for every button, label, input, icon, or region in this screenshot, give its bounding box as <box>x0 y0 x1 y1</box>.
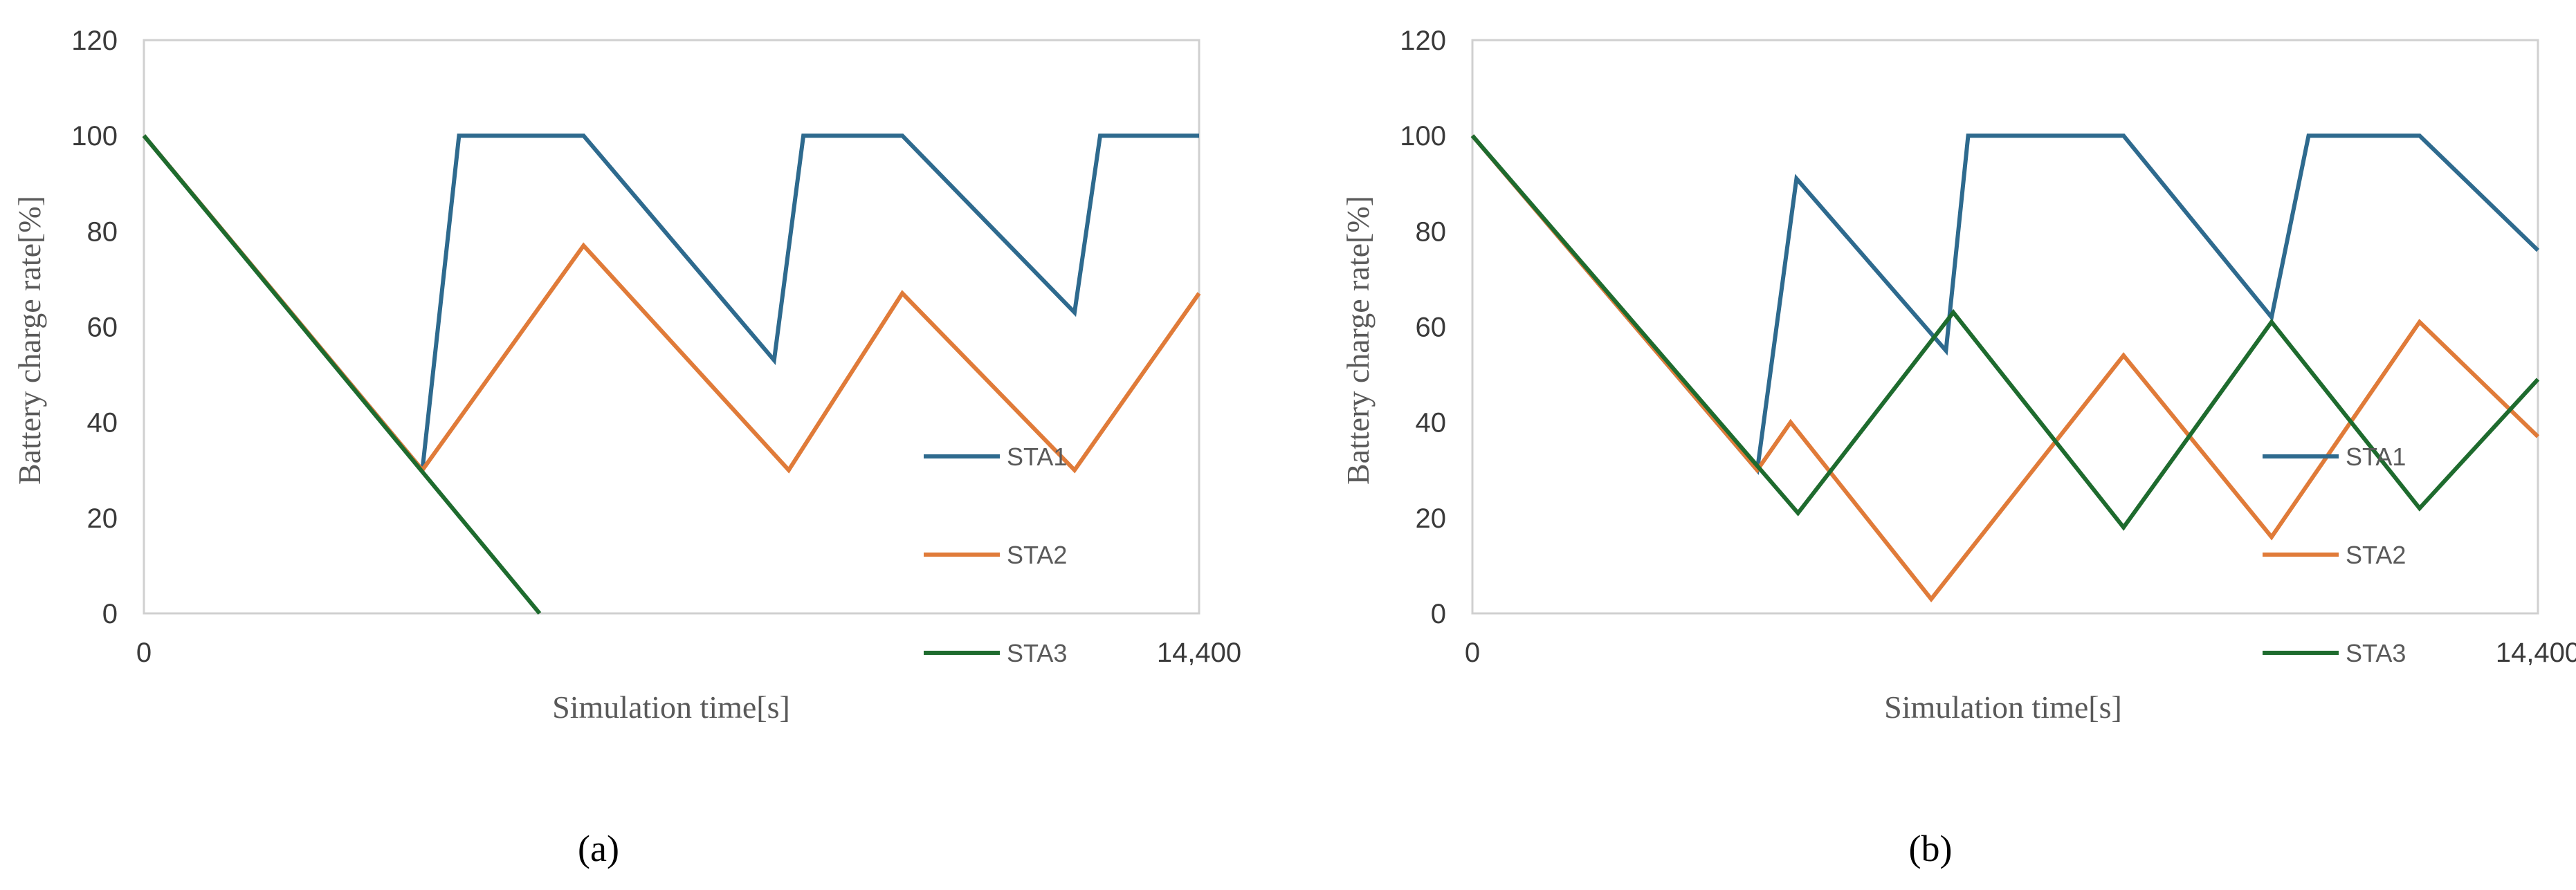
y-tick-label-a: 100 <box>71 121 118 151</box>
chart-panel-a: 0 20 40 60 80 100 120 0 14,400 STA1 STA2 STA3 Batte… <box>12 26 1241 869</box>
y-tick-label-a: 20 <box>87 503 118 534</box>
x-tick-label-b: 14,400 <box>2496 638 2576 668</box>
series-line-sta2-a <box>142 134 1201 474</box>
y-tick-label-a: 0 <box>102 599 118 629</box>
x-axis-title-a: Simulation time[s] <box>552 689 790 725</box>
y-tick-label-a: 40 <box>87 408 118 438</box>
legend-label-sta1-a: STA1 <box>1007 443 1067 471</box>
legend-label-sta2-a: STA2 <box>1007 541 1067 569</box>
y-tick-label-a: 120 <box>71 26 118 56</box>
y-axis-title-b: Battery charge rate[%] <box>1340 196 1376 485</box>
y-tick-label-b: 40 <box>1416 408 1447 438</box>
subfigure-label-b: (b) <box>1909 828 1953 869</box>
series-line-sta3-a <box>142 134 542 615</box>
subfigure-label-a: (a) <box>578 828 619 869</box>
legend-label-sta1-b: STA1 <box>2346 443 2406 471</box>
series-line-sta1-a <box>142 133 1199 476</box>
x-tick-label-a: 0 <box>136 638 152 668</box>
x-tick-label-b: 0 <box>1465 638 1480 668</box>
plot-border-b <box>1471 39 2539 615</box>
y-tick-label-a: 60 <box>87 313 118 343</box>
x-axis-title-b: Simulation time[s] <box>1884 689 2122 725</box>
series-line-sta1-b <box>1470 133 2540 475</box>
legend-label-sta3-b: STA3 <box>2346 639 2406 667</box>
legend-label-sta2-b: STA2 <box>2346 541 2406 569</box>
y-tick-label-a: 80 <box>87 216 118 247</box>
plot-border-a <box>143 39 1200 615</box>
y-tick-label-b: 80 <box>1416 216 1447 247</box>
y-tick-label-b: 120 <box>1400 26 1446 56</box>
y-tick-label-b: 100 <box>1400 121 1446 151</box>
x-tick-label-a: 14,400 <box>1157 638 1241 668</box>
series-line-sta2-b <box>1470 134 2540 603</box>
plot-area-a: 0 20 40 60 80 100 120 0 14,400 STA1 STA2 STA3 <box>71 26 1241 668</box>
y-tick-label-b: 0 <box>1431 599 1446 629</box>
legend-label-sta3-a: STA3 <box>1007 639 1067 667</box>
chart-panel-b: 0 20 40 60 80 100 120 0 14,400 STA1 STA2 STA3 Batte… <box>1340 26 2576 869</box>
plot-area-b: 0 20 40 60 80 100 120 0 14,400 STA1 STA2 STA3 <box>1400 26 2576 668</box>
y-tick-label-b: 20 <box>1416 503 1447 534</box>
series-line-sta3-b <box>1470 134 2540 531</box>
y-tick-label-b: 60 <box>1416 313 1447 343</box>
y-axis-title-a: Battery charge rate[%] <box>12 196 47 485</box>
